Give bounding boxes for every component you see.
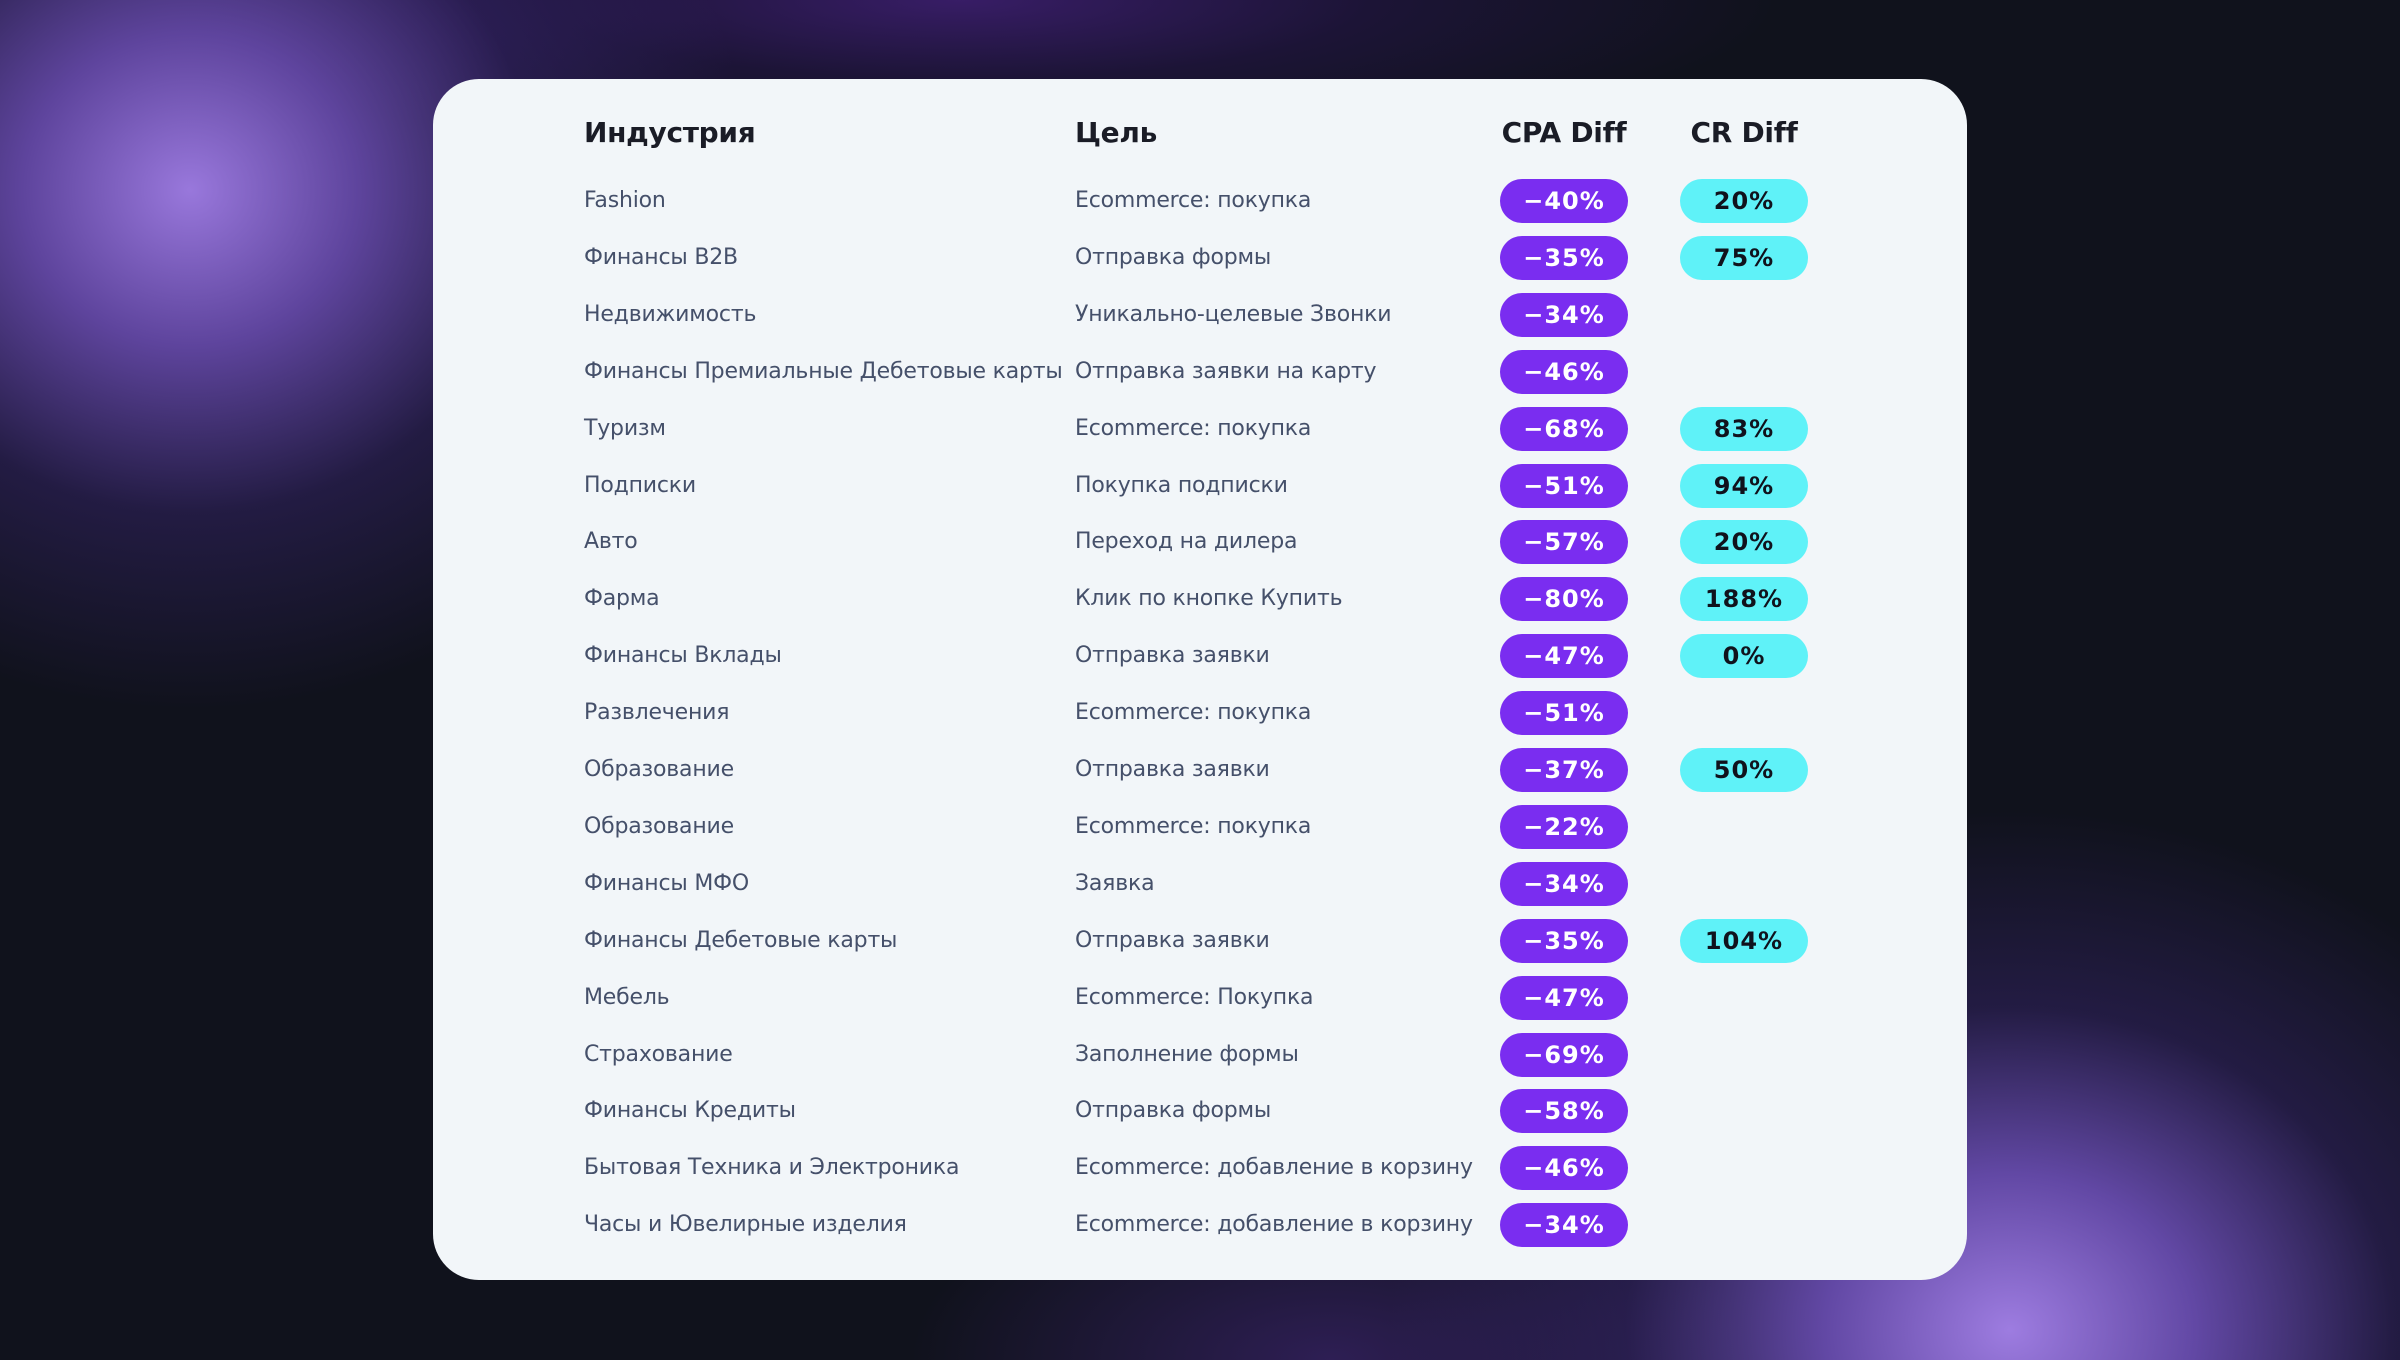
cr-diff-badge: 83% <box>1680 406 1808 451</box>
table-header: Индустрия Цель CPA Diff CR Diff <box>433 105 1967 161</box>
table-row: Туризм Ecommerce: покупка −68% 83% <box>433 401 1967 457</box>
table-row: Образование Ecommerce: покупка −22% <box>433 799 1967 855</box>
header-goal: Цель <box>1075 116 1157 149</box>
goal-cell: Ecommerce: добавление в корзину <box>1075 1212 1473 1238</box>
goal-cell: Отправка формы <box>1075 244 1272 270</box>
cpa-diff-badge: −34% <box>1500 1203 1628 1248</box>
goal-cell: Отправка формы <box>1075 1098 1272 1124</box>
industry-cell: Мебель <box>584 984 670 1010</box>
cr-diff-badge: 188% <box>1680 577 1808 622</box>
cpa-diff-badge: −51% <box>1500 691 1628 736</box>
industry-cell: Образование <box>584 813 734 839</box>
cr-diff-badge: 75% <box>1680 235 1808 280</box>
industry-cell: Финансы Вклады <box>584 643 782 669</box>
table-row: Фарма Клик по кнопке Купить −80% 188% <box>433 571 1967 627</box>
table-row: Подписки Покупка подписки −51% 94% <box>433 458 1967 514</box>
industry-cell: Недвижимость <box>584 301 757 327</box>
cpa-diff-badge: −37% <box>1500 748 1628 792</box>
goal-cell: Ecommerce: покупка <box>1075 188 1312 213</box>
cpa-diff-badge: −58% <box>1500 1089 1628 1134</box>
cpa-diff-badge: −68% <box>1500 406 1628 451</box>
industry-cell: Финансы МФО <box>584 870 749 896</box>
cpa-diff-badge: −34% <box>1500 861 1628 906</box>
table-row: Авто Переход на дилера −57% 20% <box>433 514 1967 570</box>
industry-cell: Страхование <box>584 1041 733 1067</box>
industry-cell: Развлечения <box>584 700 730 726</box>
table-row: Бытовая Техника и Электроника Ecommerce: … <box>433 1140 1967 1196</box>
industry-cell: Подписки <box>584 472 696 498</box>
industry-cell: Финансы Кредиты <box>584 1098 796 1124</box>
goal-cell: Клик по кнопке Купить <box>1075 586 1343 612</box>
cr-diff-badge: 104% <box>1680 918 1808 963</box>
industry-cell: Финансы B2B <box>584 244 738 270</box>
industry-cell: Бытовая Техника и Электроника <box>584 1155 960 1181</box>
table-row: Мебель Ecommerce: Покупка −47% <box>433 970 1967 1026</box>
table-row: Образование Отправка заявки −37% 50% <box>433 742 1967 798</box>
cr-diff-badge: 20% <box>1680 179 1808 223</box>
cpa-diff-badge: −46% <box>1500 349 1628 394</box>
industry-cell: Fashion <box>584 188 666 213</box>
industry-cell: Фарма <box>584 586 660 612</box>
industry-cell: Туризм <box>584 415 666 441</box>
table-row: Развлечения Ecommerce: покупка −51% <box>433 685 1967 741</box>
goal-cell: Покупка подписки <box>1075 472 1288 498</box>
goal-cell: Уникально-целевые Звонки <box>1075 301 1392 327</box>
table-row: Fashion Ecommerce: покупка −40% 20% <box>433 173 1967 229</box>
cpa-diff-badge: −51% <box>1500 463 1628 508</box>
goal-cell: Ecommerce: покупка <box>1075 415 1312 441</box>
table-row: Финансы Премиальные Дебетовые карты Отпра… <box>433 344 1967 400</box>
cr-diff-badge: 0% <box>1680 634 1808 679</box>
table-row: Недвижимость Уникально-целевые Звонки −34% <box>433 287 1967 343</box>
header-industry: Индустрия <box>584 116 756 149</box>
cr-diff-badge: 50% <box>1680 748 1808 792</box>
cpa-diff-badge: −80% <box>1500 577 1628 622</box>
cpa-diff-badge: −57% <box>1500 520 1628 565</box>
cpa-diff-badge: −22% <box>1500 804 1628 849</box>
industry-cell: Финансы Премиальные Дебетовые карты <box>584 358 1063 384</box>
header-cr-diff: CR Diff <box>1690 116 1798 149</box>
industry-cell: Часы и Ювелирные изделия <box>584 1212 907 1238</box>
cpa-diff-badge: −35% <box>1500 235 1628 280</box>
results-card: Индустрия Цель CPA Diff CR Diff Fashion E… <box>433 79 1967 1280</box>
table-row: Часы и Ювелирные изделия Ecommerce: добав… <box>433 1197 1967 1253</box>
table-row: Финансы МФО Заявка −34% <box>433 856 1967 912</box>
goal-cell: Заявка <box>1075 870 1155 896</box>
cr-diff-badge: 20% <box>1680 520 1808 565</box>
industry-cell: Авто <box>584 529 638 555</box>
goal-cell: Ecommerce: покупка <box>1075 700 1312 726</box>
table-row: Финансы B2B Отправка формы −35% 75% <box>433 230 1967 286</box>
cpa-diff-badge: −40% <box>1500 179 1628 223</box>
table-row: Финансы Дебетовые карты Отправка заявки −3… <box>433 913 1967 969</box>
industry-cell: Финансы Дебетовые карты <box>584 927 898 953</box>
table-row: Финансы Вклады Отправка заявки −47% 0% <box>433 628 1967 684</box>
goal-cell: Ecommerce: покупка <box>1075 813 1312 839</box>
goal-cell: Ecommerce: добавление в корзину <box>1075 1155 1473 1181</box>
cpa-diff-badge: −69% <box>1500 1032 1628 1077</box>
goal-cell: Ecommerce: Покупка <box>1075 984 1314 1010</box>
goal-cell: Отправка заявки <box>1075 927 1270 953</box>
table-row: Страхование Заполнение формы −69% <box>433 1027 1967 1083</box>
table-row: Финансы Кредиты Отправка формы −58% <box>433 1083 1967 1139</box>
goal-cell: Заполнение формы <box>1075 1041 1299 1067</box>
industry-cell: Образование <box>584 757 734 782</box>
goal-cell: Отправка заявки <box>1075 757 1270 782</box>
header-cpa-diff: CPA Diff <box>1501 116 1627 149</box>
goal-cell: Переход на дилера <box>1075 529 1298 555</box>
goal-cell: Отправка заявки на карту <box>1075 358 1377 384</box>
cpa-diff-badge: −46% <box>1500 1146 1628 1191</box>
cr-diff-badge: 94% <box>1680 463 1808 508</box>
goal-cell: Отправка заявки <box>1075 643 1270 669</box>
cpa-diff-badge: −47% <box>1500 634 1628 679</box>
cpa-diff-badge: −34% <box>1500 292 1628 337</box>
cpa-diff-badge: −47% <box>1500 975 1628 1020</box>
cpa-diff-badge: −35% <box>1500 918 1628 963</box>
